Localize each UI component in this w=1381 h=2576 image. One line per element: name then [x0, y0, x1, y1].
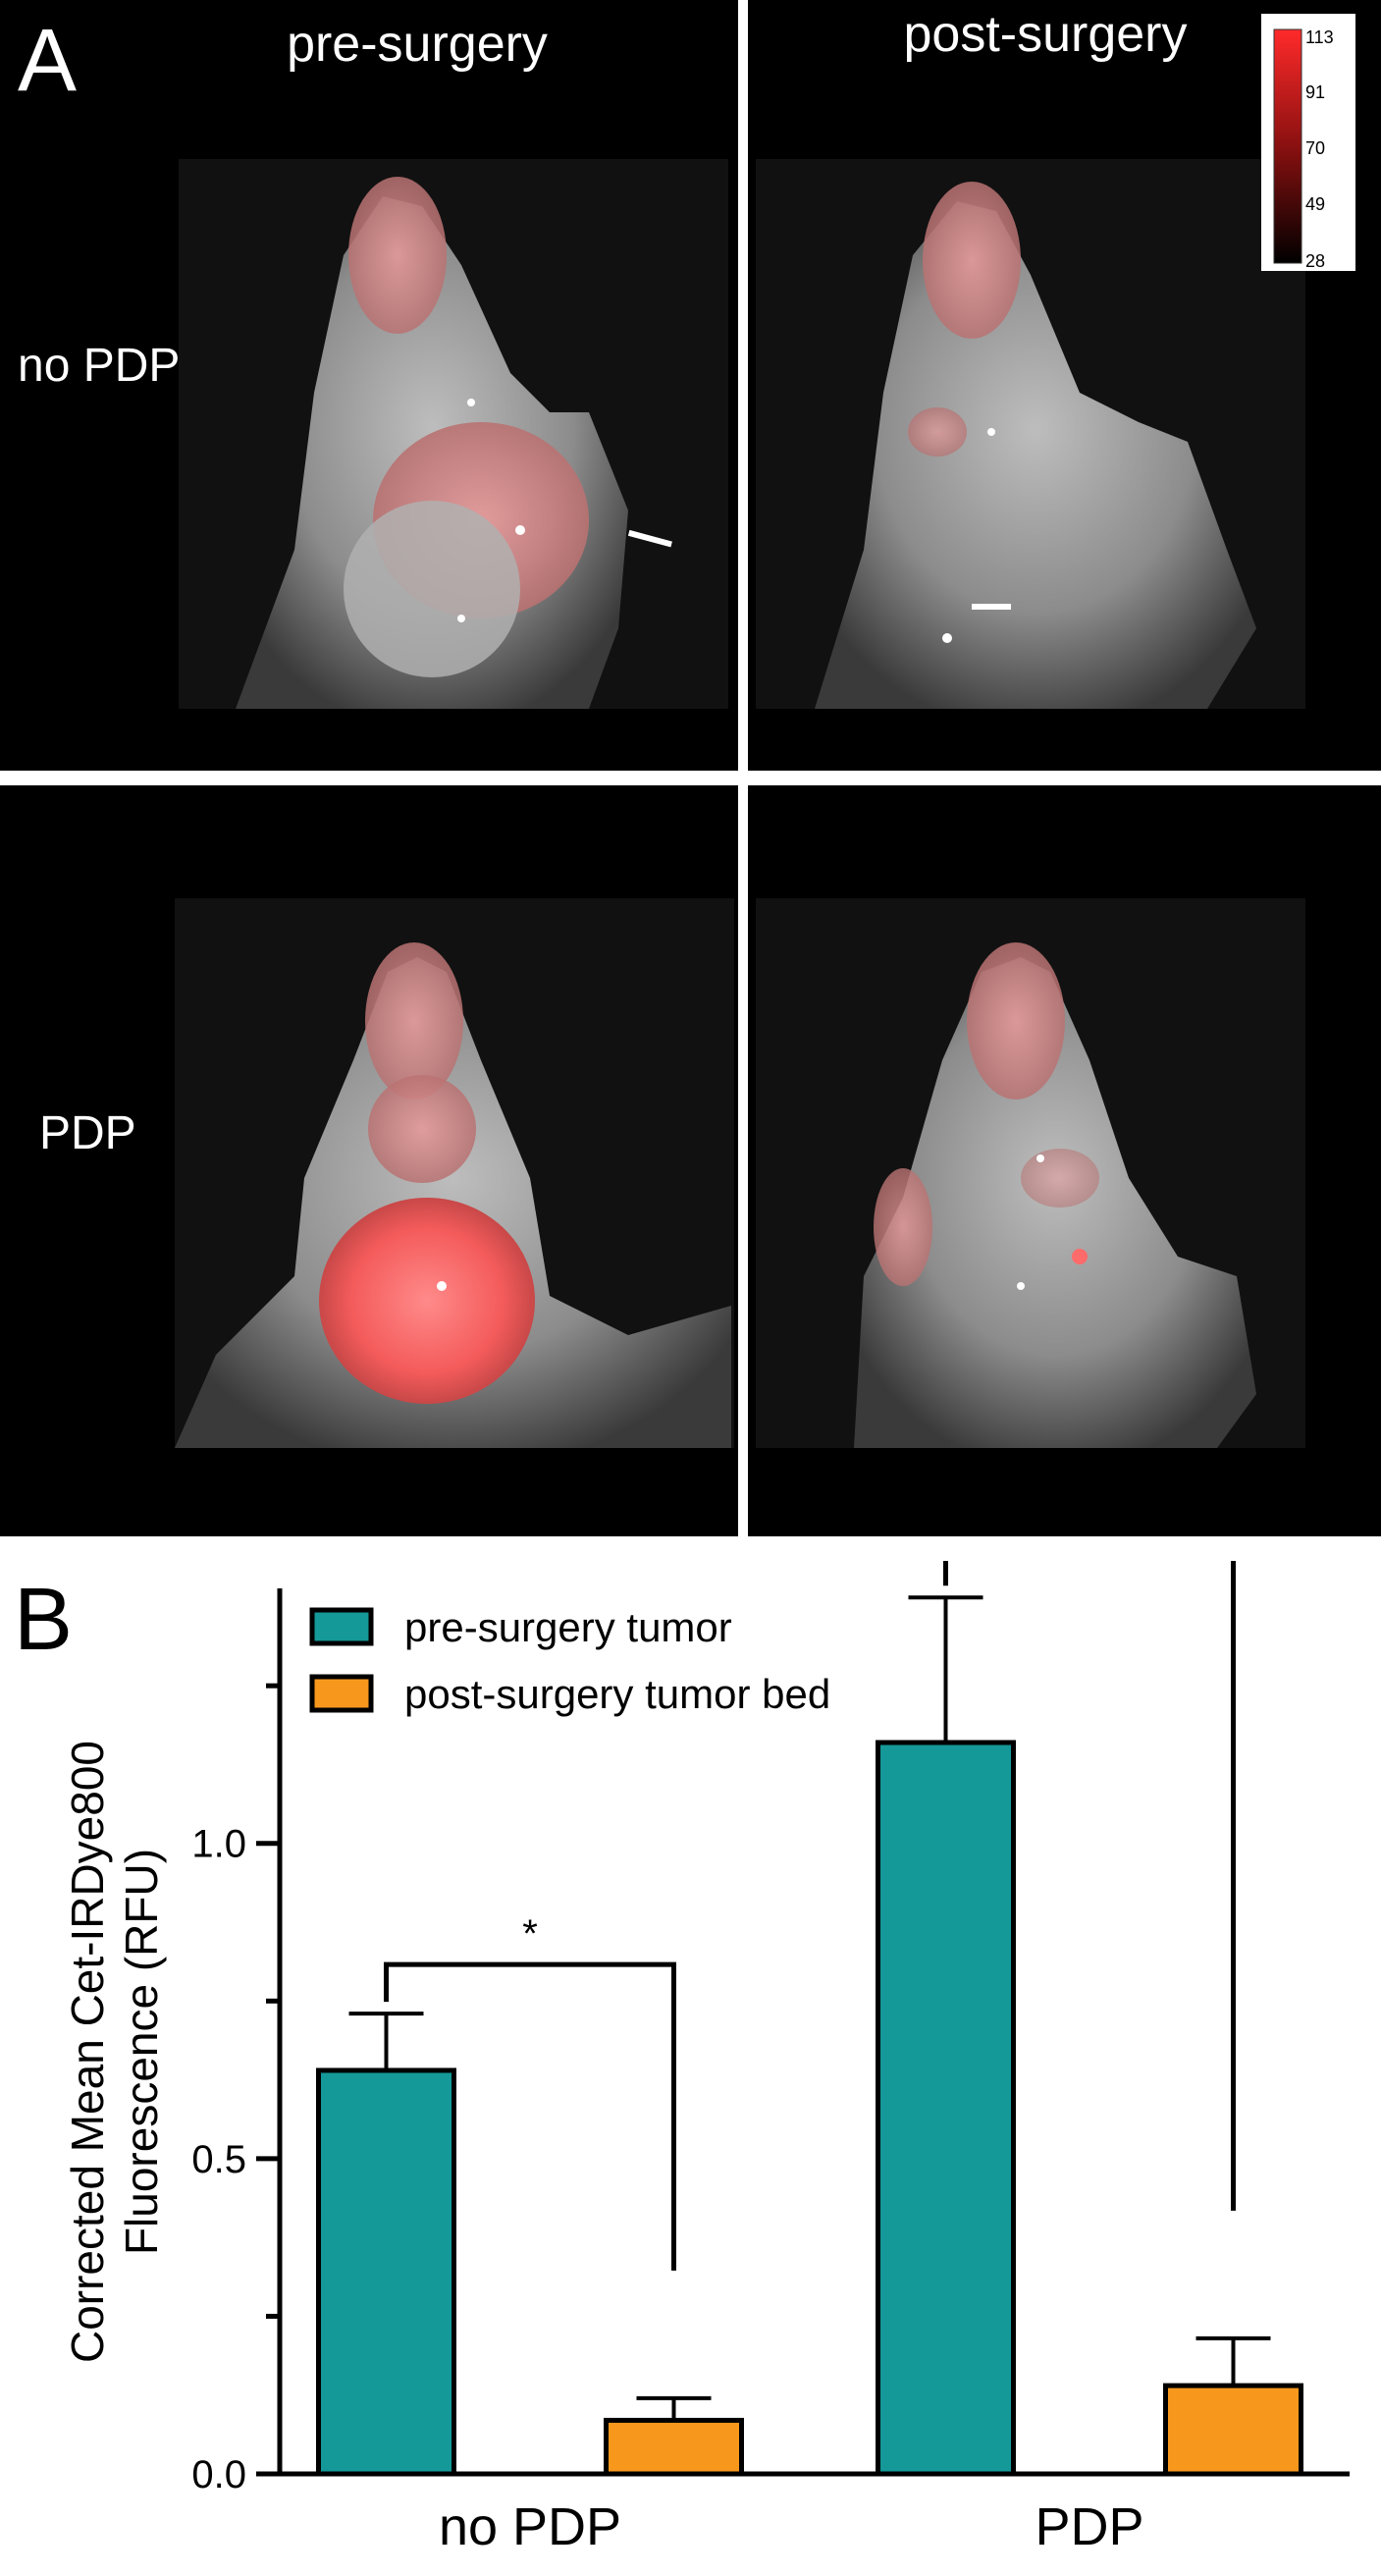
colorbar-tick: 70 [1305, 138, 1325, 158]
row-label-pdp: PDP [39, 1107, 136, 1159]
row-label-no-pdp: no PDP [18, 340, 180, 392]
x-tick-label: PDP [1035, 2497, 1143, 2556]
colorbar-tick: 113 [1305, 27, 1334, 47]
mouse-image-pdp-pre [175, 942, 731, 1448]
bar-chart: B Corrected Mean Cet-IRDye800 Fluorescen… [14, 1496, 1350, 2556]
bars [316, 1740, 1303, 2477]
y-ticks: 0.0 0.5 1.0 [191, 1683, 280, 2496]
column-label-pre-surgery: pre-surgery [287, 16, 548, 73]
error-bars [348, 1595, 1271, 2421]
legend-swatch [309, 1674, 374, 1713]
column-label-post-surgery: post-surgery [904, 6, 1188, 63]
panel-b-letter: B [14, 1571, 73, 1669]
legend-label: post-surgery tumor bed [404, 1671, 830, 1717]
panel-a-image-grid: 113 91 70 49 28 A pre-surgery post-surge… [0, 0, 1381, 1536]
mouse-image-nopdp-post [815, 182, 1256, 709]
y-tick-label: 1.0 [191, 1823, 246, 1866]
bar [604, 2417, 744, 2477]
legend: pre-surgery tumor post-surgery tumor bed [309, 1604, 830, 1717]
significance-bracket [384, 1961, 676, 2271]
significance-label: * [522, 1912, 538, 1956]
y-axis-label-line-2: Fluorescence (RFU) [116, 1849, 167, 2255]
x-tick-label: no PDP [439, 2497, 621, 2556]
panel-b: B Corrected Mean Cet-IRDye800 Fluorescen… [0, 1496, 1381, 2571]
colorbar-tick: 49 [1305, 194, 1325, 214]
bar [316, 2067, 456, 2477]
bar [1163, 2383, 1303, 2477]
legend-label: pre-surgery tumor [404, 1604, 732, 1650]
bar [876, 1740, 1016, 2477]
panel-a: 113 91 70 49 28 A pre-surgery post-surge… [0, 0, 1381, 1536]
y-axis-label-line-1: Corrected Mean Cet-IRDye800 [62, 1741, 113, 2363]
significance-annotations: **** [384, 1496, 1236, 2271]
mouse-image-pdp-post [854, 942, 1256, 1448]
colorbar-tick: 91 [1305, 82, 1325, 102]
colorbar-gradient [1273, 28, 1302, 264]
x-tick-labels: no PDP PDP [439, 2497, 1144, 2556]
mouse-image-nopdp-pre [236, 177, 672, 709]
colorbar-tick: 28 [1305, 251, 1325, 271]
y-tick-label: 0.0 [191, 2453, 246, 2496]
y-tick-label: 0.5 [191, 2138, 246, 2181]
panel-a-letter: A [18, 12, 77, 110]
legend-swatch [309, 1607, 374, 1646]
colorbar: 113 91 70 49 28 [1261, 14, 1355, 271]
y-axis-label: Corrected Mean Cet-IRDye800 Fluorescence… [62, 1741, 167, 2363]
